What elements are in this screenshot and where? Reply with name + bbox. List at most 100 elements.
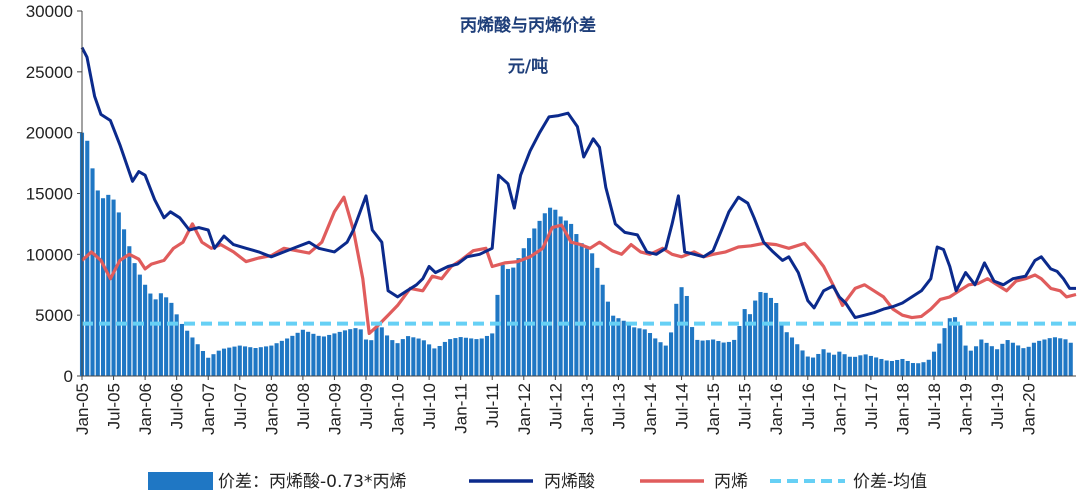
spread-bar [164,297,169,376]
spread-bar [868,355,873,376]
spread-bar [663,345,668,376]
spread-bar [374,326,379,376]
y-tick-label: 25000 [26,63,73,82]
spread-bar [921,362,926,376]
x-tick-label: Jul-17 [862,383,881,429]
spread-bar [700,340,705,376]
spread-bar [253,348,258,376]
spread-bar [248,347,253,376]
spread-bar [626,323,632,376]
spread-bar [458,337,463,376]
legend-label: 丙烯酸 [544,472,595,492]
x-tick-label: Jul-09 [357,383,376,429]
spread-bar [448,339,453,376]
spread-bar [316,335,321,376]
spread-bar [989,346,994,376]
spread-bar [653,338,658,376]
spread-bar [958,325,963,376]
spread-bar [342,330,348,376]
spread-bar [984,342,989,376]
x-tick-label: Jan-07 [199,383,218,435]
spread-bar [532,228,537,376]
spread-bar [858,355,863,376]
x-tick-label: Jul-14 [673,383,692,429]
spread-bar [537,220,542,376]
y-tick-label: 5000 [35,306,73,325]
spread-bar [1047,338,1052,376]
spread-bar [432,348,437,376]
spread-bar [353,328,358,376]
spread-bar [111,199,116,376]
spread-bar [227,347,232,376]
x-tick-label: Jul-16 [799,383,818,429]
x-axis-ticks: Jan-05 Jul-05 Jan-06 Jul-06 Jan-07 Jul-07 Jan-… [73,376,1039,435]
spread-bar [600,284,605,376]
spread-bar [879,358,884,376]
spread-bar [668,332,674,376]
x-tick-label: Jan-14 [641,383,660,435]
spread-bar [442,341,447,376]
spread-bar [963,345,968,376]
spread-bar [616,318,621,376]
spread-bar [968,350,973,376]
spread-bar [821,349,826,376]
spread-bar [490,333,495,376]
spread-bar [100,198,106,376]
spread-bar [437,345,442,376]
spread-bar [695,339,700,376]
spread-bar [1042,339,1047,376]
x-tick-label: Jul-12 [546,383,565,429]
spread-bar [379,327,384,376]
spread-bar [337,331,342,376]
x-tick-label: Jul-18 [925,383,944,429]
spread-bar [690,327,695,376]
x-tick-label: Jan-17 [830,383,849,435]
spread-bar [453,338,458,376]
spread-bar [190,337,195,376]
spread-bar [742,309,747,376]
spread-bar [747,314,752,376]
spread-bar [795,344,800,376]
spread-bar [805,356,810,376]
spread-bar [264,346,269,376]
spread-bar [500,264,505,376]
spread-bar [910,363,916,376]
spread-bar [548,207,553,376]
spread-bar [495,294,500,376]
spread-bar [774,303,779,376]
spread-bar [416,338,421,376]
spread-bar [621,320,626,376]
spread-bar [684,295,689,376]
spread-bar [563,220,568,376]
spread-bar [406,336,411,376]
spread-bar [158,293,163,376]
x-tick-label: Jul-07 [231,383,250,429]
spread-bar [411,337,416,376]
x-tick-label: Jan-20 [1020,383,1039,435]
spread-bar [1016,345,1021,376]
x-tick-label: Jul-06 [168,383,187,429]
spread-bar [321,336,326,376]
spread-bar [737,325,742,376]
spread-bar [1026,346,1031,376]
spread-bar [579,243,584,376]
spread-bar [874,357,879,376]
spread-bar [726,341,731,376]
spread-bar [542,213,547,376]
spread-bar [106,194,111,376]
spread-bar [884,360,889,376]
spread-bar [942,328,947,376]
spread-bar [195,344,200,376]
spread-bar [1021,348,1026,376]
legend: 价差：丙烯酸-0.73*丙烯 丙烯酸 丙烯 价差-均值 [148,472,927,492]
spread-bar [85,140,90,376]
y-tick-label: 20000 [26,124,73,143]
spread-bar [363,339,369,376]
propylene-line [80,195,1077,335]
spread-bar [711,339,716,376]
spread-bar [847,356,852,376]
spread-bar [90,168,95,376]
spread-bar [327,334,332,376]
x-tick-label: Jul-10 [420,383,439,429]
x-tick-label: Jan-06 [136,383,155,435]
